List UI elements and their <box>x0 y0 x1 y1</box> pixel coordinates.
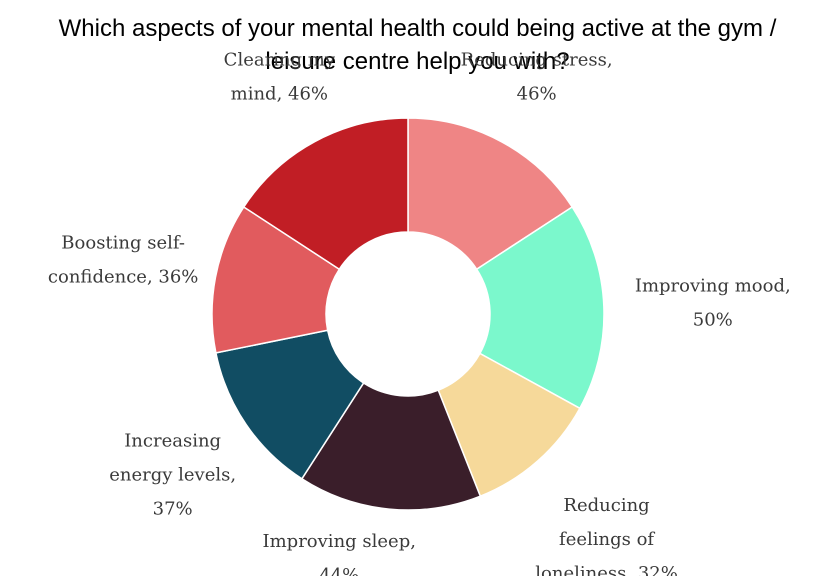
slice-clearing-my-mind <box>242 117 409 271</box>
label-boosting-self-confidence-line-2: confidence, 36% <box>48 267 198 288</box>
label-improving-mood-line-1: Improving mood, <box>635 275 791 296</box>
label-increasing-energy-levels-line-2: energy levels, <box>109 465 236 486</box>
label-improving-sleep-line-1: Improving sleep, <box>263 531 416 552</box>
donut-slices <box>211 117 605 511</box>
chart-title-line-1: Which aspects of your mental health coul… <box>58 15 777 42</box>
label-improving-mood: Improving mood, 50% <box>635 275 791 330</box>
label-increasing-energy-levels-line-1: Increasing <box>124 431 221 452</box>
label-reducing-stress: Reducing stress, 46% <box>461 50 613 105</box>
slice-improving-sleep <box>300 381 482 511</box>
label-improving-mood-line-2: 50% <box>693 309 733 330</box>
label-reducing-feelings-of-loneliness-line-3: loneliness, 32% <box>535 563 678 576</box>
label-reducing-feelings-of-loneliness-line-1: Reducing <box>563 495 649 516</box>
label-improving-sleep: Improving sleep, 44% <box>263 531 416 576</box>
slice-improving-mood <box>475 205 605 410</box>
slice-labels: Reducing stress, 46% Improving mood, 50% Red… <box>48 50 791 576</box>
label-reducing-feelings-of-loneliness-line-2: feelings of <box>559 529 655 550</box>
label-boosting-self-confidence: Boosting self-confidence, 36% <box>48 233 198 288</box>
slice-reducing-stress <box>407 117 574 271</box>
label-clearing-my-mind-line-1: Clearing my <box>224 50 336 71</box>
label-improving-sleep-line-2: 44% <box>319 565 359 576</box>
chart-title-line-2: leisure centre help you with? <box>265 48 570 75</box>
label-clearing-my-mind: Clearing my mind, 46% <box>224 50 336 105</box>
slice-increasing-energy-levels <box>215 329 365 480</box>
label-reducing-stress-line-1: Reducing stress, <box>461 50 613 71</box>
label-clearing-my-mind-line-2: mind, 46% <box>231 84 328 105</box>
label-increasing-energy-levels: Increasing energy levels, 37% <box>109 431 236 520</box>
label-reducing-stress-line-2: 46% <box>517 84 557 105</box>
label-reducing-feelings-of-loneliness: Reducing feelings of loneliness, 32% <box>535 495 678 576</box>
chart-title: Which aspects of your mental health coul… <box>0 12 835 78</box>
label-boosting-self-confidence-line-1: Boosting self- <box>61 233 185 254</box>
slice-boosting-self-confidence <box>211 205 341 354</box>
label-increasing-energy-levels-line-3: 37% <box>153 499 193 520</box>
